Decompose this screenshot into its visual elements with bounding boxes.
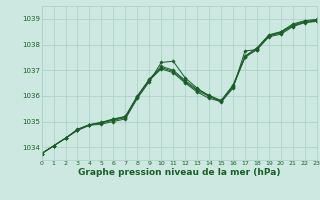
X-axis label: Graphe pression niveau de la mer (hPa): Graphe pression niveau de la mer (hPa) xyxy=(78,168,280,177)
